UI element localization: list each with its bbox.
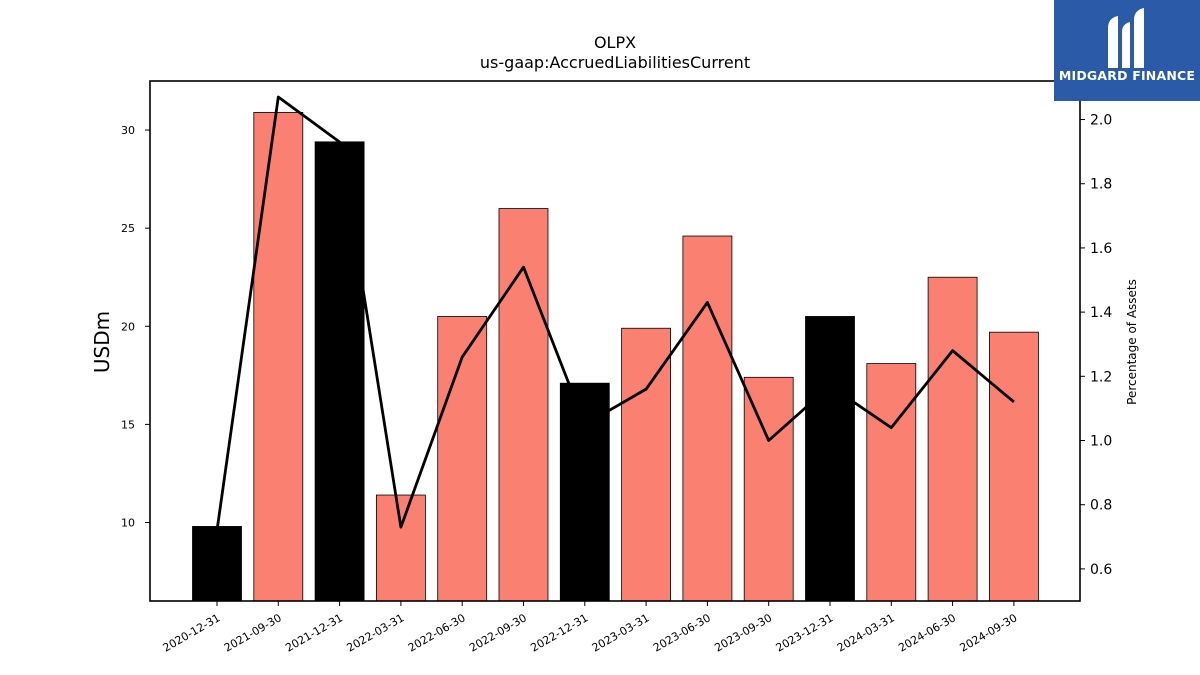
y2-axis-label: Percentage of Assets bbox=[1125, 279, 1139, 405]
bar bbox=[927, 276, 978, 602]
y-tick-label: 25 bbox=[121, 222, 135, 235]
x-tick-label: 2023-12-31 bbox=[774, 611, 836, 654]
x-tick-label: 2023-06-30 bbox=[651, 611, 713, 654]
y2-tick-label: 0.8 bbox=[1090, 498, 1112, 514]
bar bbox=[682, 235, 733, 602]
bar bbox=[559, 382, 610, 602]
x-tick-label: 2022-09-30 bbox=[467, 611, 529, 654]
chart-title: OLPX bbox=[594, 33, 636, 52]
bar bbox=[498, 208, 549, 602]
x-tick-label: 2023-09-30 bbox=[712, 611, 774, 654]
x-tick-label: 2024-06-30 bbox=[896, 611, 958, 654]
x-tick-label: 2022-06-30 bbox=[406, 611, 468, 654]
x-tick-label: 2024-09-30 bbox=[958, 611, 1020, 654]
line-path bbox=[215, 95, 1015, 531]
bar bbox=[314, 141, 365, 602]
bar bbox=[989, 331, 1039, 602]
bar bbox=[743, 376, 794, 602]
x-tick-label: 2023-03-31 bbox=[590, 611, 652, 654]
y-axis-label: USDm bbox=[90, 311, 114, 373]
y2-tick-label: 1.0 bbox=[1090, 434, 1112, 450]
y2-tick-label: 1.8 bbox=[1090, 177, 1112, 193]
x-tick-label: 2022-12-31 bbox=[528, 611, 590, 654]
y2-tick-label: 1.2 bbox=[1090, 369, 1112, 385]
x-tick-label: 2020-12-31 bbox=[161, 611, 223, 654]
bar bbox=[375, 494, 426, 602]
line-series bbox=[215, 95, 1015, 531]
brand-logo: MIDGARD FINANCE bbox=[1054, 0, 1200, 101]
y2-tick-label: 0.6 bbox=[1090, 562, 1112, 578]
bar bbox=[805, 316, 855, 602]
x-tick-label: 2021-12-31 bbox=[283, 611, 345, 654]
bar bbox=[437, 316, 488, 602]
plot-frame bbox=[149, 80, 1081, 602]
bar bbox=[253, 111, 304, 602]
y2-tick-label: 1.6 bbox=[1090, 241, 1112, 257]
y-tick-label: 10 bbox=[121, 517, 135, 530]
bar-group bbox=[192, 111, 1039, 602]
x-tick-label: 2021-09-30 bbox=[222, 611, 284, 654]
x-tick-label: 2024-03-31 bbox=[835, 611, 897, 654]
x-tick-label: 2022-03-31 bbox=[345, 611, 407, 654]
y2-tick-label: 2.0 bbox=[1090, 113, 1112, 129]
brand-name: MIDGARD FINANCE bbox=[1058, 68, 1196, 83]
y2-tick-label: 1.4 bbox=[1090, 305, 1112, 321]
chart-subtitle: us-gaap:AccruedLiabilitiesCurrent bbox=[480, 53, 750, 72]
y-tick-label: 30 bbox=[121, 124, 135, 137]
y-tick-label: 20 bbox=[121, 320, 135, 333]
midgard-logo-icon bbox=[1108, 8, 1144, 68]
bar bbox=[866, 363, 917, 602]
bar bbox=[192, 526, 242, 602]
bar bbox=[621, 327, 671, 602]
y-tick-label: 15 bbox=[121, 418, 135, 431]
